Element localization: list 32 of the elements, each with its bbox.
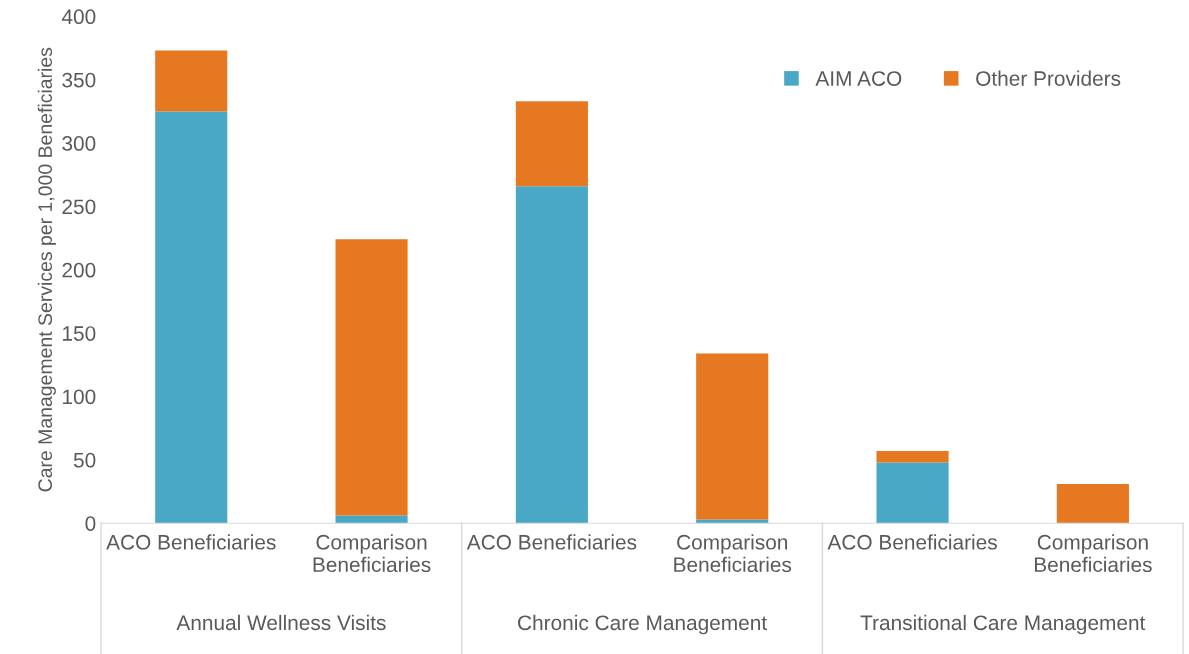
y-tick-label: 50	[73, 452, 96, 468]
bar	[1056, 483, 1129, 524]
x-tick-label: Comparison Beneficiaries	[1034, 534, 1152, 573]
y-tick-label: 300	[62, 136, 96, 151]
y-tick-label: 100	[63, 389, 96, 405]
bar	[876, 450, 949, 463]
y-tick-label: 250	[62, 199, 96, 215]
x-tick-label: ACO Beneficiaries	[106, 534, 276, 550]
y-tick-label: 150	[63, 326, 96, 341]
text: Annual Wellness Visits	[176, 614, 386, 631]
x-tick-label: ACO Beneficiaries	[827, 534, 997, 550]
y-tick-label: 350	[62, 72, 96, 88]
x-tick-label: Comparison Beneficiaries	[313, 534, 431, 573]
x-tick-label: ACO Beneficiaries	[466, 534, 637, 550]
y-tick-label: 0	[85, 516, 96, 531]
bar	[696, 519, 769, 524]
x-tick-label: Comparison Beneficiaries	[674, 534, 792, 573]
y-axis-title: Care Management Services per 1,000 Beneficiaries	[37, 47, 56, 492]
text: Transitional Care Management	[860, 614, 1146, 635]
bar	[335, 515, 408, 524]
bar	[335, 239, 408, 516]
y-tick-label: 200	[62, 262, 96, 278]
bar	[696, 353, 769, 520]
text: Chronic Care Management	[518, 614, 767, 635]
bar	[515, 186, 588, 524]
bar	[155, 111, 228, 524]
bar	[515, 101, 588, 187]
bar	[155, 50, 228, 112]
legend-label: AIM ACO	[815, 71, 902, 86]
y-tick-label: 400	[61, 9, 96, 25]
bar	[876, 462, 949, 524]
legend-label: Other Providers	[976, 70, 1121, 86]
